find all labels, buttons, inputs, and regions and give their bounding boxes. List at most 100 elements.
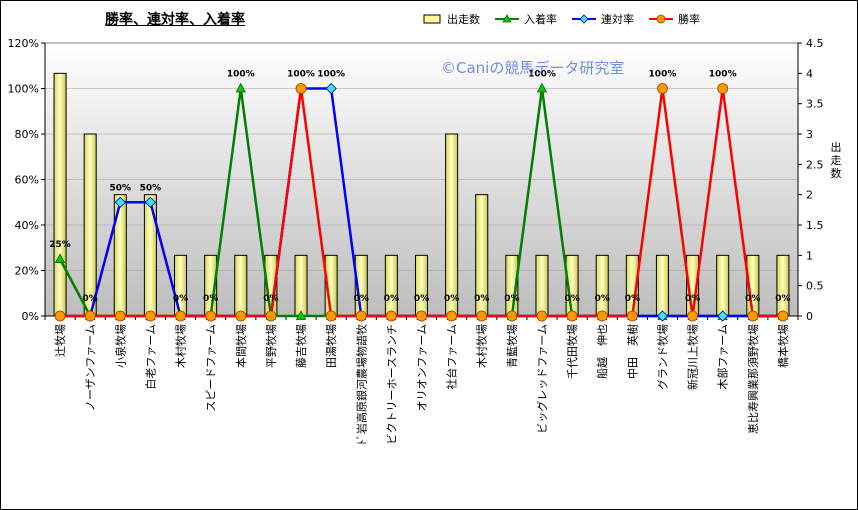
x-tick-label: 新冠川上牧場 (686, 324, 700, 390)
y2-tick-label: 3.5 (806, 98, 824, 111)
x-tick-label: 青藍牧場 (505, 324, 519, 368)
legend-line-swatch-blue (572, 14, 596, 24)
bar (234, 254, 248, 317)
y2-tick-label: 1.5 (806, 219, 824, 232)
data-label: 0% (444, 294, 459, 304)
win-rate-point (145, 310, 156, 322)
bar (53, 72, 67, 317)
x-tick-label: 船越 伸也 (595, 324, 609, 379)
quinella-rate-point (325, 82, 337, 95)
data-label: 0% (745, 294, 760, 304)
data-label: 50% (110, 183, 132, 193)
data-label: 0% (685, 294, 700, 304)
data-label: 100% (649, 70, 677, 80)
win-rate-point (777, 310, 789, 322)
win-rate-point (717, 83, 729, 94)
win-rate-point (506, 310, 518, 322)
legend-line-swatch-red (649, 14, 673, 24)
legend-line-swatch-green (495, 14, 519, 23)
bar (174, 254, 188, 317)
place-rate-point (536, 82, 548, 93)
x-tick-label: 小泉牧場 (113, 324, 127, 368)
x-tick-label: 中田 英樹 (625, 324, 639, 379)
x-tick-label: グランド牧場 (655, 324, 669, 390)
data-label: 0% (775, 294, 790, 304)
data-label: 0% (504, 294, 519, 304)
y2-tick-label: 2.5 (806, 158, 824, 171)
win-rate-point (416, 310, 427, 322)
quinella-rate-point (144, 196, 156, 208)
x-tick-label: ノーザンファーム (84, 324, 97, 411)
watermark: ©Caniの競馬データ研究室 (441, 59, 625, 77)
win-rate-point (235, 310, 247, 322)
data-label: 100% (528, 70, 556, 80)
chart-title: 勝率、連対率、入着率 (105, 12, 245, 28)
win-rate-point (747, 310, 759, 322)
data-label: 0% (203, 294, 218, 304)
x-tick-label: ビクトリーホースランチ (385, 324, 398, 444)
win-rate-point (687, 310, 698, 322)
data-label: 100% (317, 70, 345, 80)
x-tick-label: 恵比寿興業那須野牧場 (746, 324, 760, 434)
x-tick-label: 木部ファーム (716, 324, 730, 390)
quinella-rate-point (717, 310, 729, 322)
x-tick-label: 社台ファーム (445, 324, 459, 390)
place-rate-point (235, 82, 246, 93)
win-rate-point (295, 83, 307, 94)
y2-tick-label: 1 (806, 249, 813, 262)
bar (113, 194, 127, 317)
data-label: 100% (227, 70, 255, 80)
legend-item-place: 入着率 (494, 11, 557, 27)
quinella-rate-point (114, 196, 126, 208)
x-tick-label: ビッグレッドファーム (535, 324, 549, 434)
win-rate-point (205, 310, 217, 322)
data-label: 0% (83, 294, 98, 304)
y-tick-label: 20% (15, 265, 39, 278)
legend-label-runs: 出走数 (447, 13, 480, 26)
bar (143, 194, 157, 317)
bar (83, 133, 97, 317)
bar (655, 254, 669, 317)
data-label: 0% (414, 294, 429, 304)
data-label: 100% (709, 70, 737, 80)
legend-item-win: 勝率 (648, 11, 700, 27)
data-label: 100% (287, 70, 315, 80)
win-rate-point (626, 310, 638, 322)
plot-area: 0% 20% 40% 60% 80% 100% 120% 0 0.5 1 1.5 2 2.5 3 3.5 4 4… (8, 37, 824, 445)
y-tick-label: 60% (15, 174, 39, 187)
win-rate-point (325, 310, 337, 322)
bar (414, 254, 429, 317)
bar (595, 254, 609, 317)
bar (716, 254, 730, 317)
win-rate-point (175, 310, 186, 322)
y2-tick-label: 4.5 (806, 37, 824, 50)
x-tick-label: 橋本牧場 (776, 324, 790, 368)
legend-item-quinella: 連対率 (571, 11, 634, 27)
win-rate-point (54, 310, 66, 322)
y-tick-label: 80% (15, 128, 39, 141)
y2-tick-label: 2 (806, 189, 813, 202)
x-tick-label: スピードファーム (205, 324, 218, 412)
y2-tick-label: 0 (806, 310, 813, 323)
win-rate-point (536, 310, 548, 322)
bar (445, 133, 459, 317)
legend: 出走数 入着率 連対率 勝率 (421, 11, 714, 27)
y-tick-label: 100% (8, 83, 39, 96)
win-rate-point (657, 83, 668, 94)
legend-label-win: 勝率 (678, 13, 700, 26)
place-rate-point (54, 253, 66, 264)
data-label: 0% (595, 294, 610, 304)
data-label: 0% (564, 294, 579, 304)
x-tick-label: 木村牧場 (174, 324, 188, 368)
data-label: 0% (384, 294, 399, 304)
bar (535, 254, 549, 317)
data-label: 0% (354, 294, 369, 304)
legend-item-runs: 出走数 (421, 11, 480, 27)
win-rate-point (355, 310, 367, 322)
y-tick-label: 0% (22, 310, 39, 323)
data-label: 0% (173, 294, 188, 304)
x-tick-label: オリオンファーム (416, 324, 429, 411)
win-rate-point (446, 310, 458, 322)
x-tick-label: 藤吉牧場 (294, 324, 308, 368)
